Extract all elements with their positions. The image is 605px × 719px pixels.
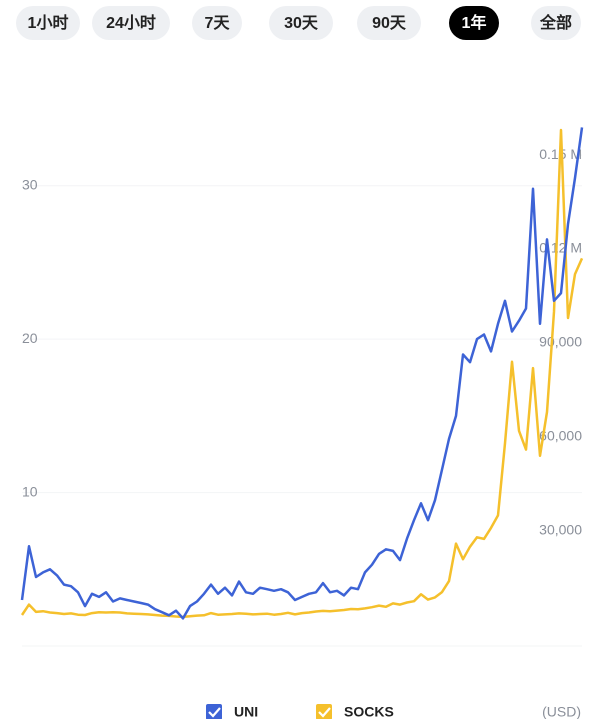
y-tick-label: 10: [22, 483, 38, 499]
legend-checkbox[interactable]: [316, 704, 332, 719]
tab-pill[interactable]: [192, 6, 242, 40]
tab-label[interactable]: 全部: [539, 13, 572, 32]
tab-pill[interactable]: [16, 6, 80, 40]
legend-check: [208, 707, 221, 718]
tab-pill[interactable]: [449, 6, 499, 40]
tab-label[interactable]: 1年: [462, 13, 487, 32]
legend-check: [318, 707, 331, 718]
y2-tick-label: 0.12 M: [539, 240, 582, 256]
legend-label[interactable]: UNI: [234, 704, 258, 719]
currency-label: (USD): [542, 704, 581, 719]
series-line: [20, 127, 584, 620]
y2-tick-label: 30,000: [539, 522, 582, 538]
y-tick-label: 20: [22, 330, 38, 346]
tab-pill[interactable]: [357, 6, 421, 40]
legend-checkbox[interactable]: [206, 704, 222, 719]
tab-pill[interactable]: [269, 6, 333, 40]
tab-label[interactable]: 7天: [205, 15, 231, 32]
tab-pill[interactable]: [531, 6, 581, 40]
series-line: [20, 128, 584, 619]
tab-label[interactable]: 24小时: [106, 14, 156, 32]
legend-label[interactable]: SOCKS: [344, 704, 394, 719]
tab-label[interactable]: 30天: [284, 15, 319, 32]
y2-tick-label: 90,000: [539, 334, 582, 350]
tab-label[interactable]: 1小时: [28, 14, 69, 32]
y2-tick-label: 60,000: [539, 428, 582, 444]
y-tick-label: 30: [22, 176, 38, 192]
tab-pill[interactable]: [92, 6, 170, 40]
tab-label[interactable]: 90天: [372, 15, 407, 32]
